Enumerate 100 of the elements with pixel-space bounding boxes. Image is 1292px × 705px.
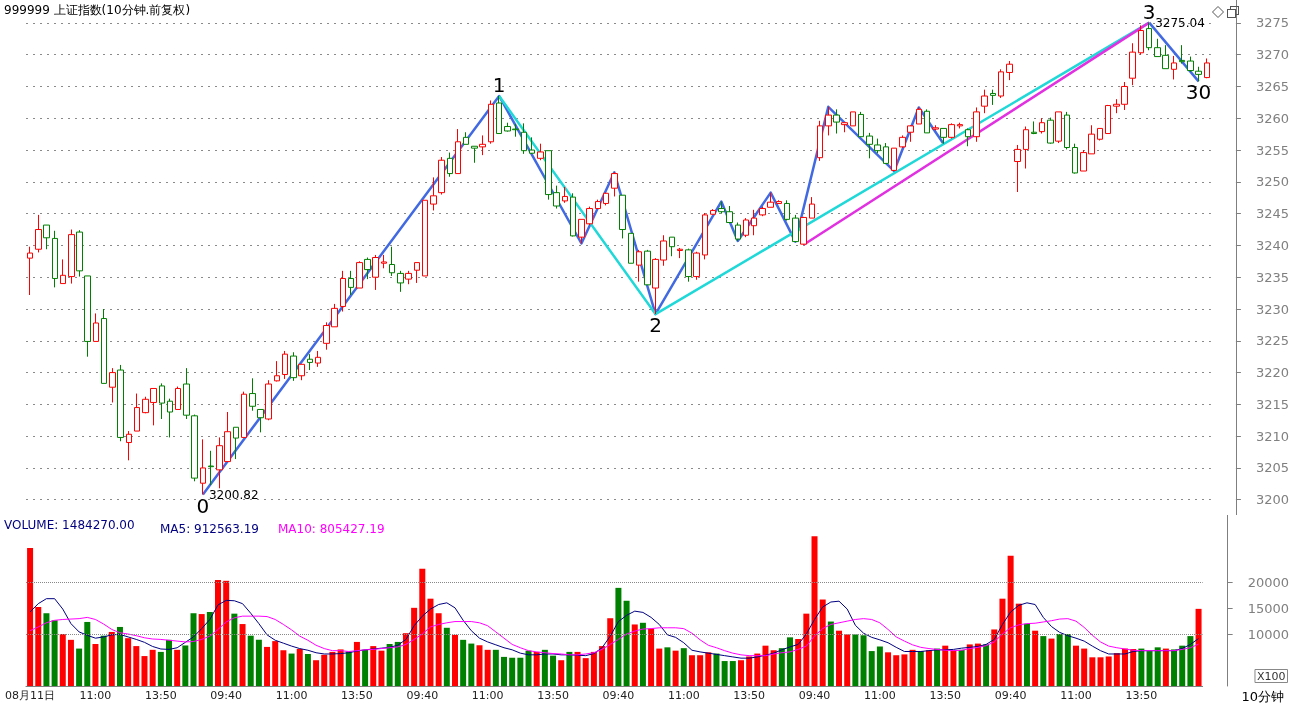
bar	[1081, 648, 1088, 686]
candlestick	[981, 89, 988, 114]
bar	[991, 629, 998, 686]
candlestick	[1204, 57, 1210, 79]
candlestick	[340, 270, 346, 313]
x-tick-label: 13:50	[144, 689, 177, 702]
bar	[770, 650, 777, 686]
bar	[501, 656, 508, 686]
bar	[729, 661, 736, 686]
bar	[607, 618, 614, 686]
candlestick	[628, 232, 634, 264]
bar	[590, 651, 597, 686]
bar	[721, 661, 728, 686]
annotation: 3275.04	[1155, 15, 1205, 30]
bar	[190, 613, 197, 686]
x-tick-label: 11:00	[79, 689, 112, 702]
bar	[541, 649, 548, 686]
candlestick	[957, 122, 963, 129]
candlestick	[307, 353, 313, 371]
candlestick	[619, 194, 626, 239]
y-tick-label: 3200	[1255, 492, 1290, 508]
candlestick	[60, 258, 66, 285]
candlestick	[924, 108, 930, 134]
candlestick	[1064, 111, 1070, 150]
x-tick-label: 13:50	[929, 689, 962, 702]
bar	[509, 657, 516, 686]
candlestick	[414, 262, 420, 284]
bar	[827, 621, 834, 686]
bar	[362, 649, 369, 686]
bar	[942, 645, 949, 686]
x-tick-label: 11:00	[1060, 689, 1092, 702]
bar	[484, 649, 491, 686]
bar	[917, 651, 924, 686]
candlestick	[529, 136, 535, 155]
candlestick	[891, 147, 897, 172]
y-tick-label: 3220	[1255, 365, 1290, 381]
bar	[876, 646, 883, 686]
y-axis-title: X100	[1256, 669, 1286, 683]
bar	[1146, 651, 1153, 686]
bar	[885, 652, 892, 686]
bar	[378, 650, 385, 686]
candlestick	[784, 199, 790, 222]
bar	[713, 653, 720, 686]
candlestick	[907, 124, 914, 143]
bar	[419, 568, 426, 686]
bar	[1154, 647, 1161, 686]
bar	[100, 635, 107, 686]
bar	[1040, 636, 1047, 686]
y-tick-label: 3230	[1255, 301, 1290, 317]
bar	[656, 648, 663, 686]
candlestick	[126, 430, 132, 461]
chart-title: 999999 上证指数(10分钟.前复权)	[4, 3, 191, 17]
y-tick-label: 3240	[1255, 237, 1290, 253]
candlestick	[93, 312, 99, 342]
candlestick	[767, 192, 774, 208]
bar	[353, 641, 360, 686]
bar	[566, 651, 573, 686]
candlestick	[496, 95, 502, 135]
bar	[59, 634, 66, 686]
bar	[443, 627, 450, 686]
x-tick-label: 13:50	[733, 689, 765, 702]
candlestick	[858, 111, 864, 138]
candlestick	[702, 212, 708, 260]
bar	[737, 660, 744, 686]
candlestick	[430, 176, 437, 211]
candlestick	[134, 393, 140, 432]
bar	[239, 624, 246, 686]
candlestick	[348, 270, 354, 296]
bar	[125, 638, 132, 686]
x-tick-label: 13:50	[341, 689, 373, 702]
candlestick	[455, 128, 461, 175]
bar	[819, 599, 826, 686]
candlestick	[611, 171, 618, 197]
bar	[1105, 656, 1112, 686]
x-tick-label: 09:40	[602, 689, 635, 702]
bar	[1056, 634, 1063, 686]
bar	[92, 644, 99, 686]
candlestick	[208, 450, 214, 486]
bar	[460, 639, 467, 686]
candlestick	[1195, 66, 1202, 82]
bar	[778, 648, 785, 686]
bar	[966, 644, 973, 686]
candlestick	[1039, 117, 1045, 135]
candlestick	[776, 199, 782, 205]
candlestick	[899, 134, 906, 149]
bar	[1113, 653, 1120, 686]
bar	[476, 645, 483, 686]
annotation: 2	[649, 313, 662, 338]
candlestick	[463, 131, 469, 145]
bar	[852, 634, 859, 686]
bar	[84, 621, 91, 686]
bar	[247, 635, 254, 686]
bar	[296, 648, 303, 686]
bar	[1138, 648, 1145, 686]
bar	[157, 651, 164, 686]
y-tick-label: 3245	[1255, 206, 1290, 222]
bar	[272, 641, 279, 686]
candlestick	[27, 246, 33, 296]
candlestick	[389, 246, 395, 277]
candlestick	[200, 438, 206, 496]
